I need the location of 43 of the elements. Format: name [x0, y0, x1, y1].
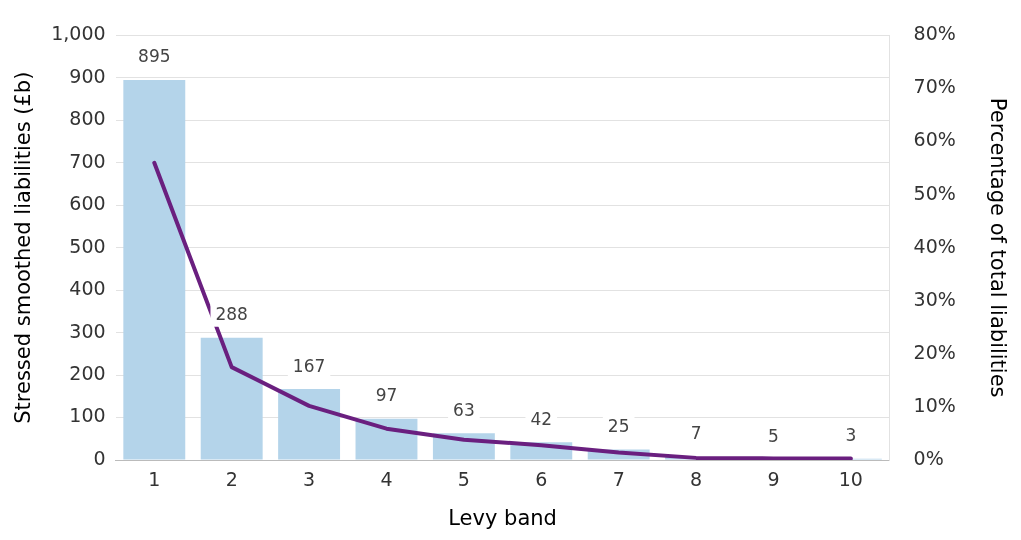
x-tick-label: 3 — [303, 468, 316, 491]
y-tick-label: 100 — [69, 404, 106, 427]
y-tick-label: 400 — [69, 277, 106, 300]
y2-tick-label: 80% — [913, 22, 956, 45]
data-label: 3 — [845, 425, 857, 446]
y2-tick-label: 40% — [913, 234, 956, 257]
y-axis-title: Stressed smoothed liabilities (£b) — [11, 71, 36, 424]
x-tick-label: 4 — [380, 468, 393, 491]
y2-tick-label: 10% — [913, 393, 956, 416]
data-label: 25 — [607, 415, 630, 436]
y-tick-label: 900 — [69, 64, 106, 87]
data-label: 42 — [530, 408, 553, 429]
y-tick-label: 200 — [69, 362, 106, 385]
y-tick-label: 700 — [69, 149, 106, 172]
x-axis-title: Levy band — [448, 505, 557, 530]
y-tick-label: 800 — [69, 107, 106, 130]
x-tick-label: 10 — [838, 468, 863, 491]
x-tick-label: 1 — [148, 468, 161, 491]
data-label: 288 — [215, 304, 248, 325]
y2-tick-label: 70% — [913, 75, 956, 98]
data-label: 7 — [690, 423, 702, 444]
y2-tick-label: 0% — [913, 446, 944, 469]
y-tick-label: 0 — [93, 446, 106, 469]
y2-tick-label: 30% — [913, 287, 956, 310]
x-tick-label: 2 — [225, 468, 238, 491]
x-tick-label: 8 — [690, 468, 703, 491]
y-tick-label: 600 — [69, 192, 106, 215]
text: 5 — [768, 426, 779, 447]
y2-tick-label: 50% — [913, 181, 956, 204]
data-label: 97 — [375, 385, 398, 406]
y2-axis-title: Percentage of total liabilities — [985, 97, 1010, 398]
x-tick-label: 7 — [612, 468, 625, 491]
x-tick-label: 9 — [767, 468, 780, 491]
y2-tick-label: 20% — [913, 340, 956, 363]
y-tick-label: 500 — [69, 234, 106, 257]
data-label: 63 — [453, 399, 475, 420]
y-tick-label: 300 — [69, 319, 106, 342]
y2-tick-label: 60% — [913, 128, 956, 151]
y-tick-label: 1,000 — [51, 22, 106, 45]
x-tick-label: 5 — [457, 468, 470, 491]
data-label: 167 — [292, 355, 326, 376]
data-label: 895 — [138, 46, 171, 67]
x-tick-label: 6 — [535, 468, 548, 491]
